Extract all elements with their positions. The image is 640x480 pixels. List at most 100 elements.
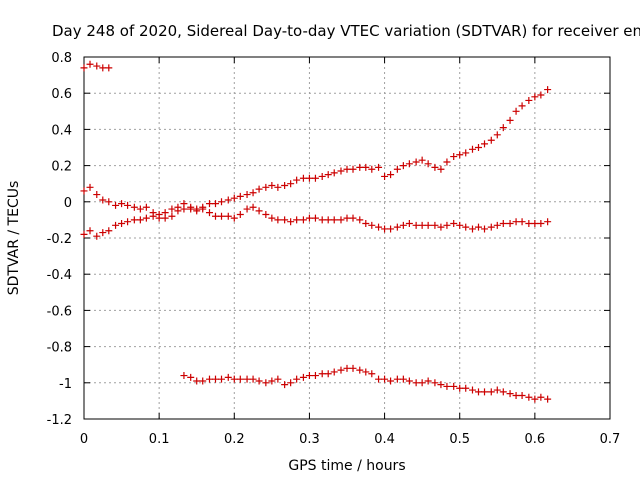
data-point — [424, 221, 432, 229]
axis-ticks: 0 0.1 0.2 0.3 0.4 0.5 0.6 0.7 -1.2 -1 -0.8 -0.6 -0.4… — [47, 51, 621, 447]
data-point — [349, 214, 357, 222]
data-point — [468, 145, 476, 153]
data-point — [142, 214, 150, 222]
x-tick-label: 0.7 — [600, 432, 621, 447]
y-axis-title: SDTVAR / TECUs — [6, 181, 22, 296]
data-point — [487, 223, 495, 231]
data-point — [324, 171, 332, 179]
data-point — [218, 375, 226, 383]
data-point — [249, 375, 257, 383]
data-point — [193, 207, 201, 215]
data-point — [418, 156, 426, 164]
data-point — [487, 136, 495, 144]
y-tick-label: 0.2 — [51, 160, 72, 175]
data-point — [431, 379, 439, 387]
data-point — [387, 377, 395, 385]
data-point — [456, 151, 464, 159]
plot-frame — [83, 56, 611, 420]
data-point — [299, 373, 307, 381]
data-point — [462, 384, 470, 392]
data-point — [337, 366, 345, 374]
data-point — [305, 372, 313, 380]
data-point — [393, 165, 401, 173]
y-tick-label: 0.6 — [51, 87, 72, 102]
y-tick-label: -0.6 — [47, 304, 72, 319]
x-tick-label: 0.6 — [525, 432, 546, 447]
data-point — [149, 212, 157, 220]
data-point — [506, 116, 514, 124]
data-point — [80, 230, 88, 238]
data-point — [86, 60, 94, 68]
data-point — [393, 223, 401, 231]
data-point — [236, 192, 244, 200]
y-tick-label: -1.2 — [47, 413, 72, 428]
data-point — [437, 223, 445, 231]
data-point — [262, 183, 270, 191]
data-point — [130, 216, 138, 224]
data-point — [525, 220, 533, 228]
data-point — [124, 201, 132, 209]
data-point — [424, 160, 432, 168]
data-point — [375, 223, 383, 231]
data-point — [212, 375, 219, 383]
data-point — [112, 221, 120, 229]
data-point — [544, 86, 552, 94]
data-point — [330, 368, 338, 376]
data-point — [537, 220, 545, 228]
data-point — [224, 212, 232, 220]
x-tick-label: 0.2 — [224, 432, 245, 447]
data-point — [262, 210, 270, 218]
x-tick-label: 0.3 — [299, 432, 320, 447]
data-point — [462, 149, 470, 157]
data-point — [512, 391, 520, 399]
data-point — [368, 165, 376, 173]
data-point — [450, 220, 458, 228]
data-point — [381, 225, 389, 233]
data-point — [405, 160, 413, 168]
data-point — [136, 216, 144, 224]
data-point — [236, 210, 244, 218]
data-point — [337, 167, 345, 175]
data-point — [343, 165, 351, 173]
data-point — [506, 220, 514, 228]
data-point — [362, 163, 370, 171]
data-point — [180, 205, 188, 213]
data-point — [268, 182, 276, 190]
data-point — [405, 377, 413, 385]
data-point — [299, 174, 307, 182]
data-point — [518, 218, 526, 226]
data-point — [243, 191, 251, 199]
data-point — [93, 191, 101, 199]
data-point — [499, 220, 507, 228]
data-point — [112, 201, 120, 209]
data-point — [281, 381, 289, 389]
data-point — [187, 373, 195, 381]
data-point — [518, 391, 526, 399]
data-point — [318, 216, 326, 224]
y-tick-label: 0.4 — [51, 123, 72, 138]
grid — [84, 57, 610, 419]
data-point — [531, 220, 539, 228]
data-point — [287, 180, 295, 188]
data-point — [168, 212, 176, 220]
data-point — [368, 221, 376, 229]
data-point — [218, 198, 226, 206]
data-point — [324, 370, 332, 378]
data-point — [381, 172, 389, 180]
data-point — [443, 382, 451, 390]
data-point — [281, 182, 289, 190]
data-point — [405, 220, 413, 228]
data-point — [274, 375, 282, 383]
data-point — [324, 216, 332, 224]
data-point — [418, 379, 426, 387]
data-point — [481, 388, 489, 396]
data-point — [193, 377, 201, 385]
data-point — [262, 379, 270, 387]
data-point — [136, 205, 144, 213]
data-point — [318, 172, 326, 180]
data-point — [287, 379, 295, 387]
y-tick-label: 0 — [64, 196, 72, 211]
data-point — [456, 221, 464, 229]
data-points — [80, 60, 552, 403]
